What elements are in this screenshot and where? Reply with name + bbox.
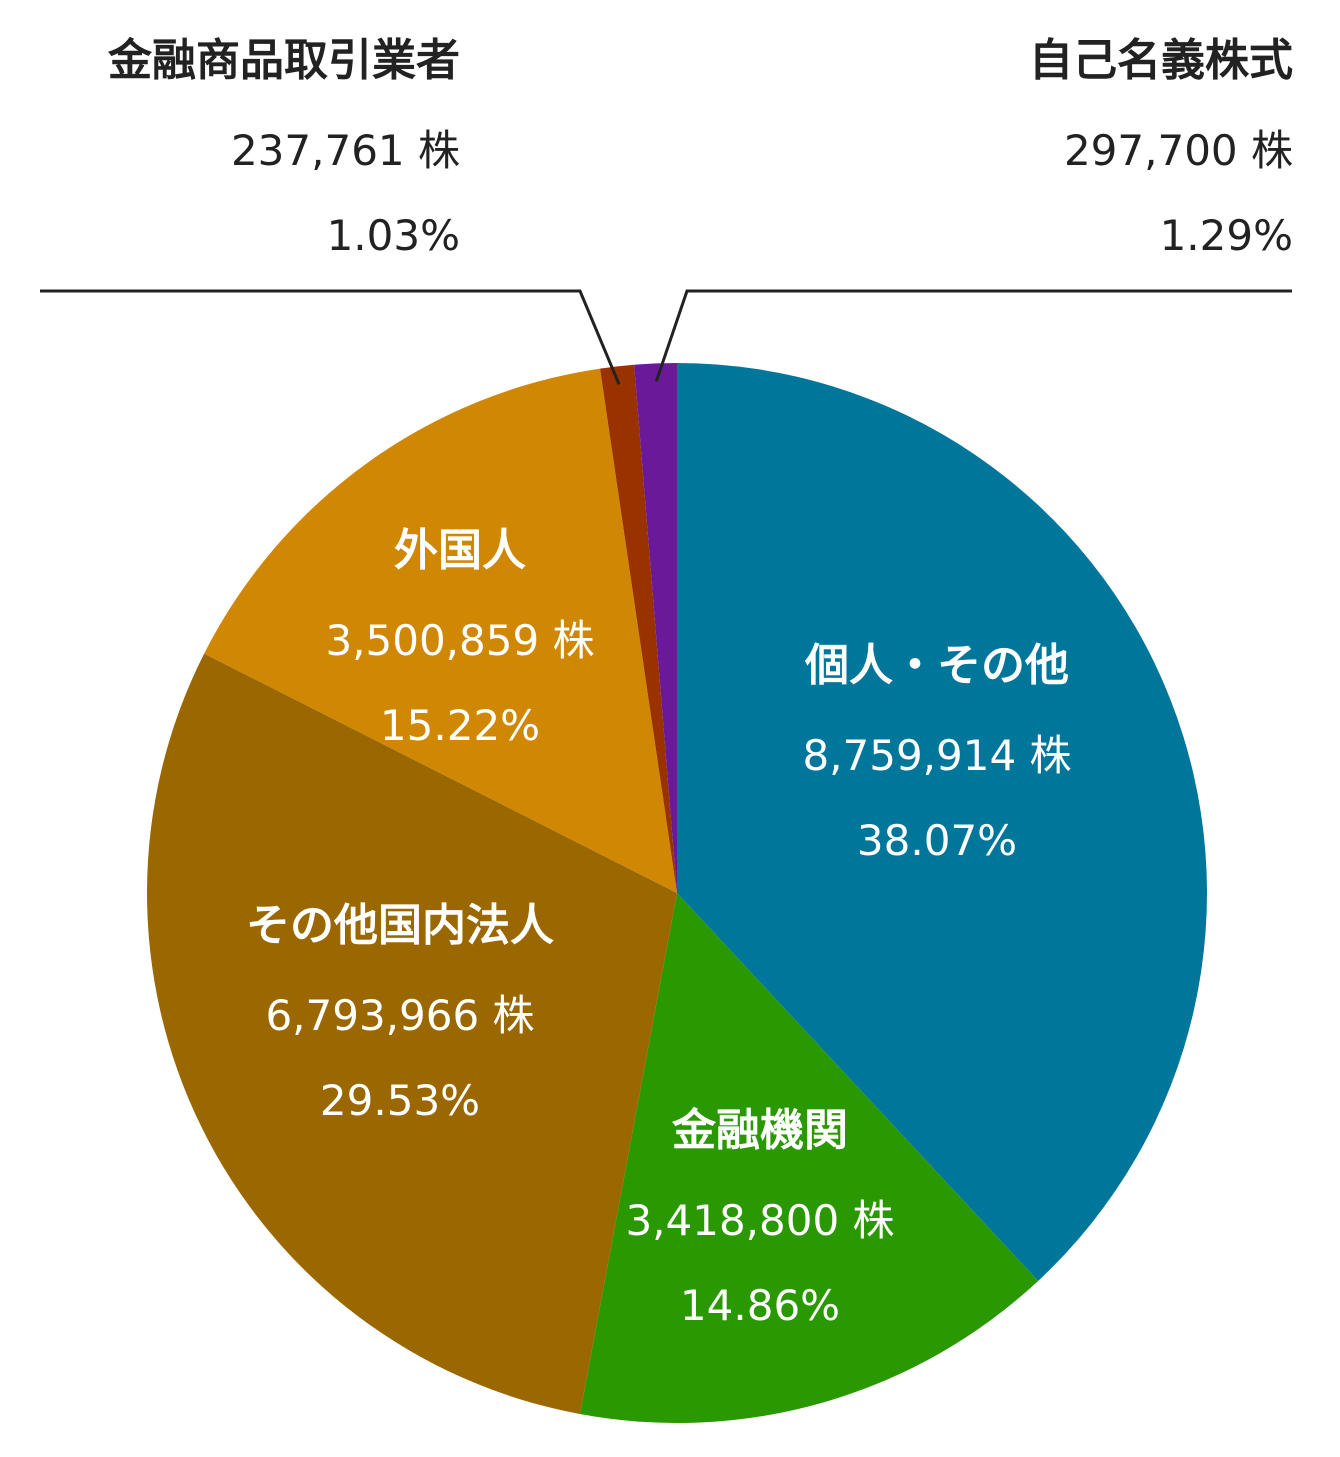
slice-shares-label: 3,418,800 株: [625, 1196, 894, 1245]
slice-name-label: 自己名義株式: [1029, 35, 1293, 86]
slice-percent-label: 14.86%: [680, 1281, 840, 1330]
leader-line: [40, 289, 621, 385]
leader-lines: [40, 289, 1292, 385]
slice-shares-label: 8,759,914 株: [802, 731, 1071, 780]
slice-name-label: 金融機関: [671, 1105, 848, 1156]
slice-name-label: 外国人: [394, 525, 526, 576]
pie-slice: [600, 364, 677, 893]
pie-slice: [579, 893, 1039, 1423]
slice-shares-label: 237,761 株: [231, 126, 460, 175]
pie-slice: [677, 363, 1207, 1281]
pie-slice: [204, 368, 677, 893]
leader-line: [654, 289, 1292, 382]
slice-percent-label: 1.29%: [1160, 211, 1293, 260]
pie-slices: [147, 363, 1207, 1423]
slice-label: 金融機関 3,418,800 株 14.86%: [625, 1105, 894, 1330]
slice-name-label: その他国内法人: [246, 900, 554, 951]
pie-slice: [147, 653, 678, 1415]
slice-label: その他国内法人 6,793,966 株 29.53%: [246, 900, 554, 1125]
slice-percent-label: 38.07%: [857, 816, 1017, 865]
pie-slice: [634, 363, 677, 893]
slice-label: 自己名義株式 297,700 株 1.29%: [1029, 35, 1293, 260]
slice-label: 金融商品取引業者 237,761 株 1.03%: [107, 35, 460, 260]
slice-shares-label: 297,700 株: [1064, 126, 1293, 175]
slice-labels: 個人・その他 8,759,914 株 38.07% 金融機関 3,418,800 株 14…: [107, 35, 1293, 1330]
slice-name-label: 金融商品取引業者: [107, 35, 460, 86]
slice-label: 外国人 3,500,859 株 15.22%: [325, 525, 594, 750]
slice-shares-label: 3,500,859 株: [325, 616, 594, 665]
slice-percent-label: 29.53%: [320, 1076, 480, 1125]
slice-label: 個人・その他 8,759,914 株 38.07%: [802, 640, 1071, 865]
slice-shares-label: 6,793,966 株: [265, 991, 534, 1040]
slice-percent-label: 1.03%: [327, 211, 460, 260]
slice-percent-label: 15.22%: [380, 701, 540, 750]
slice-name-label: 個人・その他: [804, 640, 1069, 691]
